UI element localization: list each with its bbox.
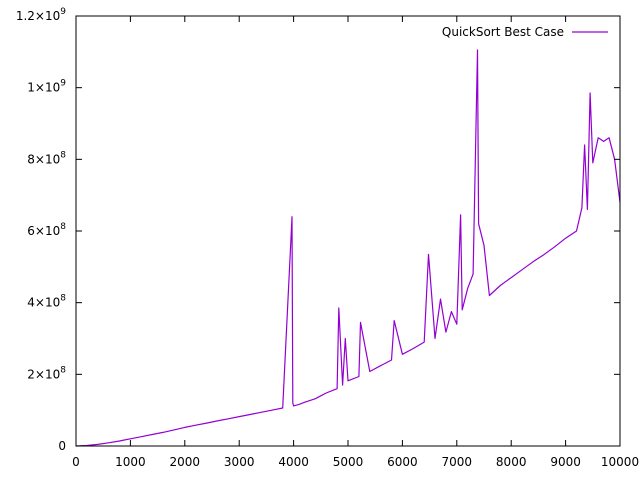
x-tick-label: 10000: [601, 455, 639, 469]
y-tick-label-exponent: 8: [60, 150, 66, 160]
y-tick-label-exponent: 9: [60, 7, 66, 17]
y-tick-label-mantissa: 0: [58, 439, 66, 453]
axis-ticks: [75, 15, 621, 447]
y-tick-label-mantissa: 8×10: [27, 152, 60, 166]
x-tick-label: 3000: [224, 455, 255, 469]
plot-border: [75, 15, 621, 447]
y-tick-label: 1.2×109: [16, 7, 66, 23]
y-tick-label: 0: [58, 439, 66, 453]
x-tick-label: 7000: [442, 455, 473, 469]
y-tick-label-mantissa: 4×10: [27, 296, 60, 310]
x-tick-label: 9000: [550, 455, 581, 469]
y-tick-label: 2×108: [27, 365, 66, 381]
x-tick-label: 2000: [170, 455, 201, 469]
x-tick-label: 4000: [278, 455, 309, 469]
y-tick-label-exponent: 8: [60, 365, 66, 375]
x-tick-label: 6000: [387, 455, 418, 469]
x-axis-tick-labels: 0 1000 2000 3000 4000 5000 6000 7000 8000 9000 100…: [72, 455, 639, 469]
y-tick-label-mantissa: 6×10: [27, 224, 60, 238]
x-tick-label: 1000: [115, 455, 146, 469]
legend: QuickSort Best Case: [442, 25, 608, 39]
series-line-group: [75, 49, 621, 447]
y-tick-label-exponent: 8: [60, 222, 66, 232]
x-tick-label: 8000: [496, 455, 527, 469]
y-tick-label-mantissa: 1×10: [27, 81, 60, 95]
y-tick-label: 6×108: [27, 222, 66, 238]
y-tick-label-exponent: 9: [60, 79, 66, 89]
y-tick-label-mantissa: 1.2×10: [16, 9, 60, 23]
x-tick-label: 5000: [333, 455, 364, 469]
y-tick-label-mantissa: 2×10: [27, 367, 60, 381]
y-tick-label: 1×109: [27, 79, 66, 95]
legend-label: QuickSort Best Case: [442, 25, 564, 39]
y-tick-label-exponent: 8: [60, 294, 66, 304]
x-tick-label: 0: [72, 455, 80, 469]
y-tick-label: 4×108: [27, 294, 66, 310]
series-line: [75, 49, 621, 447]
y-tick-label: 8×108: [27, 150, 66, 166]
